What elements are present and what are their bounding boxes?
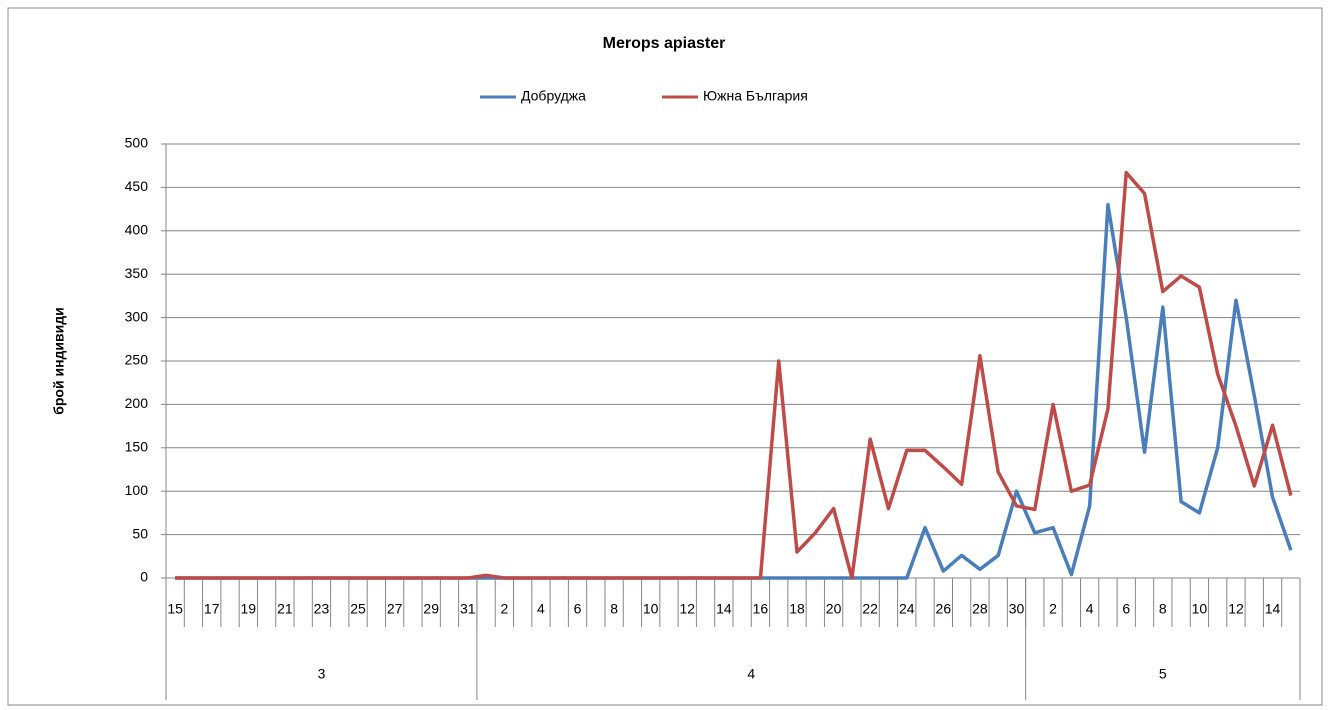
y-tick-label: 150 xyxy=(125,439,149,455)
x-tick-label: 6 xyxy=(1122,601,1130,617)
x-tick-label: 25 xyxy=(350,601,366,617)
x-tick-label: 17 xyxy=(204,601,220,617)
x-tick-label: 2 xyxy=(1049,601,1057,617)
x-tick-label: 15 xyxy=(167,601,183,617)
x-tick-label: 24 xyxy=(899,601,915,617)
y-tick-label: 450 xyxy=(125,178,149,194)
x-tick-label: 30 xyxy=(1009,601,1025,617)
group-label: 3 xyxy=(318,666,326,682)
x-tick-label: 28 xyxy=(972,601,988,617)
legend-label: Южна България xyxy=(703,88,808,104)
x-tick-label: 31 xyxy=(460,601,476,617)
x-tick-label: 4 xyxy=(537,601,545,617)
y-axis-label: брой индивиди xyxy=(51,307,67,415)
x-tick-label: 8 xyxy=(610,601,618,617)
x-tick-label: 23 xyxy=(314,601,330,617)
x-tick-label: 14 xyxy=(1265,601,1281,617)
series-line xyxy=(175,170,1293,580)
x-tick-label: 16 xyxy=(753,601,769,617)
x-tick-label: 2 xyxy=(500,601,508,617)
x-tick-label: 26 xyxy=(936,601,952,617)
chart-border xyxy=(7,7,1323,706)
legend-label: Добруджа xyxy=(521,88,586,104)
x-tick-label: 10 xyxy=(643,601,659,617)
x-tick-label: 18 xyxy=(789,601,805,617)
x-tick-label: 27 xyxy=(387,601,403,617)
y-tick-label: 350 xyxy=(125,265,149,281)
y-tick-label: 0 xyxy=(140,569,148,585)
x-tick-label: 4 xyxy=(1086,601,1094,617)
x-tick-label: 19 xyxy=(241,601,257,617)
y-tick-label: 300 xyxy=(125,308,149,324)
y-tick-label: 500 xyxy=(125,135,149,151)
x-tick-label: 8 xyxy=(1159,601,1167,617)
x-tick-label: 6 xyxy=(574,601,582,617)
y-tick-label: 400 xyxy=(125,222,149,238)
y-tick-label: 250 xyxy=(125,352,149,368)
x-tick-label: 20 xyxy=(826,601,842,617)
x-tick-label: 22 xyxy=(862,601,878,617)
group-label: 5 xyxy=(1159,666,1167,682)
y-tick-label: 50 xyxy=(132,525,148,541)
x-tick-label: 12 xyxy=(679,601,695,617)
chart-title: Merops apiaster xyxy=(603,35,726,52)
x-tick-label: 21 xyxy=(277,601,293,617)
x-tick-label: 14 xyxy=(716,601,732,617)
x-tick-label: 29 xyxy=(423,601,439,617)
y-tick-label: 200 xyxy=(125,395,149,411)
y-tick-label: 100 xyxy=(125,482,149,498)
x-tick-label: 10 xyxy=(1192,601,1208,617)
group-label: 4 xyxy=(747,666,755,682)
x-tick-label: 12 xyxy=(1228,601,1244,617)
